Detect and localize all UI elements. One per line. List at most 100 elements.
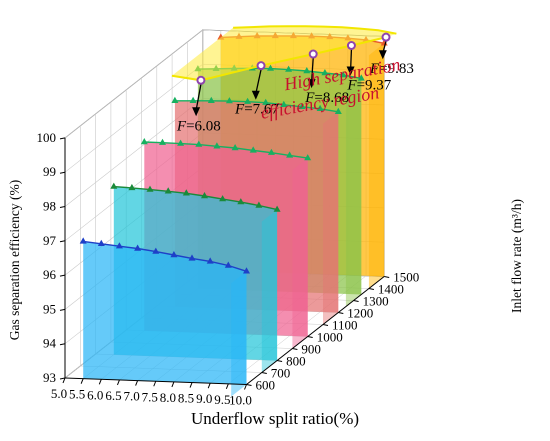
region-fill xyxy=(171,26,397,81)
x-tick xyxy=(80,378,84,384)
z-tick xyxy=(322,324,329,326)
data-point xyxy=(159,138,166,145)
data-point xyxy=(195,140,203,147)
data-point xyxy=(357,74,365,81)
y-tick xyxy=(59,343,66,346)
y-axis-title: Gas separation efficiency (%) xyxy=(7,180,22,341)
z-tick-label: 700 xyxy=(271,366,291,381)
data-point xyxy=(304,154,312,161)
grid-line xyxy=(64,63,203,173)
z-axis-line xyxy=(246,276,385,385)
data-point xyxy=(231,144,239,151)
ribbon-side xyxy=(231,271,247,397)
annotation-2: F=7.67 xyxy=(234,61,279,118)
x-tick xyxy=(225,383,229,390)
annotation-value: =9.37 xyxy=(357,77,392,93)
z-tick-label: 900 xyxy=(301,342,321,357)
ribbon-side xyxy=(261,209,278,373)
boundary-marker xyxy=(256,61,266,71)
annotation-1: F=6.08 xyxy=(176,75,221,134)
x-tick-label: 6.0 xyxy=(87,387,103,402)
y-tick-label: 93 xyxy=(43,370,56,385)
data-point xyxy=(146,185,154,192)
data-point xyxy=(255,201,263,208)
data-point xyxy=(262,98,270,105)
z-tick-label: 1300 xyxy=(363,294,389,309)
data-point xyxy=(334,107,342,114)
annotation-value: =7.67 xyxy=(244,102,279,118)
data-point xyxy=(224,261,232,268)
z-axis-title-text: Inlet flow rate (m³/h) xyxy=(509,199,524,313)
arrow-head xyxy=(378,50,387,60)
ribbon-face xyxy=(83,241,247,385)
data-point xyxy=(267,64,274,71)
annotation-label: F=6.08 xyxy=(176,118,221,134)
data-point xyxy=(225,97,233,104)
annotation-3: F=8.68 xyxy=(304,49,349,106)
z-tick xyxy=(384,276,390,278)
x-tick-label: 6.5 xyxy=(105,388,121,403)
data-point xyxy=(286,151,294,158)
arrow-head xyxy=(346,66,355,76)
ribbon-side xyxy=(345,78,362,307)
x-tick-label: 9.5 xyxy=(214,392,230,407)
data-point xyxy=(189,96,197,103)
z-tick-label: 1000 xyxy=(317,330,343,345)
annotations: F=6.08F=7.67F=8.68F=9.37F=9.83 xyxy=(176,32,414,134)
region-top-edge xyxy=(233,25,397,35)
y-tick-label: 95 xyxy=(43,301,56,316)
annotation-prefix: F xyxy=(346,77,357,93)
z-tick-label: 800 xyxy=(286,354,306,369)
z-tick xyxy=(261,372,267,374)
data-point xyxy=(152,247,160,254)
x-tick xyxy=(244,384,247,390)
x-tick-label: 5.0 xyxy=(51,386,67,401)
annotation-prefix: F xyxy=(369,61,380,77)
y-tick xyxy=(59,137,66,140)
data-point xyxy=(134,244,142,251)
high-efficiency-region xyxy=(171,25,397,82)
region-boundary xyxy=(171,36,387,82)
data-point xyxy=(244,97,252,104)
boundary-marker xyxy=(308,49,318,59)
y-tick xyxy=(59,377,66,380)
data-point xyxy=(316,104,324,111)
boundary-marker xyxy=(196,75,206,85)
ribbon-side xyxy=(323,111,339,325)
y-tick-label: 96 xyxy=(43,267,57,282)
x-tick xyxy=(62,377,66,384)
annotation-value: =9.83 xyxy=(379,61,414,77)
data-point xyxy=(273,205,281,212)
data-point xyxy=(171,96,179,103)
x-tick-label: 8.5 xyxy=(178,391,194,406)
arrow-head xyxy=(307,79,316,89)
grid-line xyxy=(64,29,203,139)
data-point xyxy=(201,192,208,199)
annotation-value: =8.68 xyxy=(314,90,349,106)
y-tick-label: 94 xyxy=(43,336,57,351)
y-tick xyxy=(59,171,66,174)
annotation-label: F=8.68 xyxy=(304,90,349,106)
y-tick xyxy=(59,206,66,208)
data-point xyxy=(285,65,293,72)
data-point xyxy=(182,189,190,196)
data-point xyxy=(321,69,329,76)
z-tick xyxy=(368,288,374,290)
x-tick-label: 8.0 xyxy=(160,390,176,405)
data-point xyxy=(97,239,105,246)
z-tick-label: 1400 xyxy=(378,282,404,297)
annotation-arrow xyxy=(349,49,353,70)
z-tick xyxy=(338,312,344,314)
annotation-arrow xyxy=(255,69,262,94)
data-point xyxy=(115,242,123,249)
data-point xyxy=(303,67,311,74)
y-tick-label: 98 xyxy=(43,199,56,214)
series-ribbons xyxy=(79,31,388,397)
z-tick-label: 1200 xyxy=(347,306,373,321)
x-tick xyxy=(135,380,139,386)
x-tick xyxy=(153,381,157,387)
annotation-5: F=9.83 xyxy=(369,32,414,77)
z-tick xyxy=(307,336,313,338)
x-tick xyxy=(207,383,211,389)
data-point xyxy=(280,100,288,107)
